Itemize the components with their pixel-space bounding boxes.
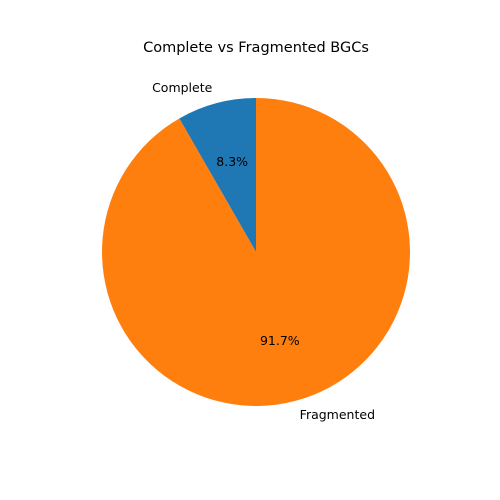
slice-percent-fragmented: 91.7% [260, 333, 300, 348]
pie-labels: Complete 8.3% Fragmented 91.7% [152, 80, 375, 422]
slice-percent-complete: 8.3% [216, 154, 248, 169]
pie-slice-fragmented [102, 98, 410, 407]
pie-slice-complete [179, 98, 256, 252]
slice-label-complete: Complete [152, 80, 213, 95]
chart-title: Complete vs Fragmented BGCs [143, 40, 369, 56]
pie-slices [102, 98, 410, 407]
slice-label-fragmented: Fragmented [300, 407, 375, 422]
